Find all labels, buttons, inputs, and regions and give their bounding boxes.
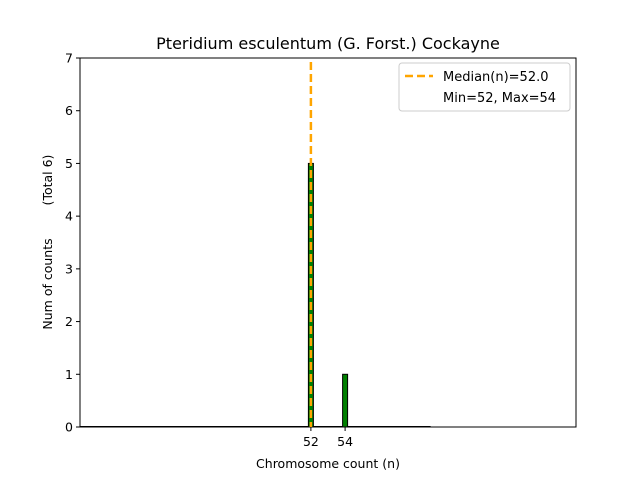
- y-tick-label: 5: [65, 156, 73, 171]
- y-tick-label: 4: [65, 209, 73, 224]
- y-axis: 0 1 2 3 4 5 6 7: [65, 51, 80, 435]
- legend-median-label: Median(n)=52.0: [443, 70, 549, 85]
- y-axis-total-label: (Total 6): [40, 155, 55, 206]
- y-axis-label: Num of counts: [40, 238, 55, 329]
- y-tick-label: 3: [65, 261, 73, 276]
- plot-area: [79, 57, 577, 428]
- x-axis-label: Chromosome count (n): [256, 456, 400, 471]
- y-tick-label: 1: [65, 367, 73, 382]
- y-tick-label: 7: [65, 51, 73, 66]
- chart-title: Pteridium esculentum (G. Forst.) Cockayn…: [156, 34, 500, 53]
- plot-frame: [79, 57, 577, 428]
- x-tick-label: 52: [303, 434, 319, 449]
- x-tick-label: 54: [337, 434, 353, 449]
- y-tick-label: 2: [65, 314, 73, 329]
- legend-frame: [398, 62, 571, 112]
- x-axis: 52 54: [303, 427, 353, 449]
- legend-range-label: Min=52, Max=54: [443, 91, 556, 106]
- y-tick-label: 6: [65, 103, 73, 118]
- legend: Median(n)=52.0 Min=52, Max=54: [398, 62, 571, 112]
- y-tick-label: 0: [65, 420, 73, 435]
- bar: [342, 373, 349, 428]
